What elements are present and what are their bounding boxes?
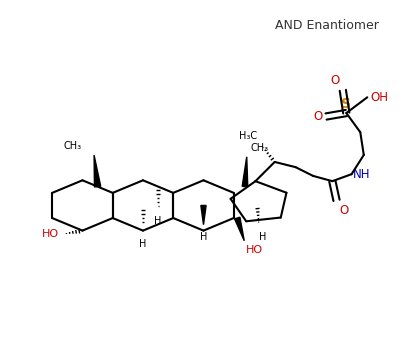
Text: HO: HO: [246, 245, 263, 255]
Text: H: H: [200, 232, 207, 242]
Text: O: O: [330, 74, 339, 87]
Text: HO: HO: [42, 229, 59, 239]
Text: OH: OH: [370, 91, 388, 104]
Text: NH: NH: [353, 168, 371, 181]
Text: AND Enantiomer: AND Enantiomer: [275, 18, 379, 32]
Text: H: H: [154, 216, 162, 226]
Text: H₃C: H₃C: [239, 131, 257, 141]
Text: CH₃: CH₃: [250, 143, 268, 153]
Polygon shape: [94, 155, 101, 187]
Polygon shape: [242, 157, 248, 187]
Polygon shape: [235, 217, 244, 241]
Text: O: O: [313, 110, 323, 123]
Text: CH₃: CH₃: [64, 141, 82, 151]
Text: S: S: [341, 97, 351, 111]
Text: O: O: [339, 204, 349, 217]
Polygon shape: [201, 206, 206, 225]
Text: H: H: [139, 239, 147, 248]
Text: H: H: [259, 233, 266, 242]
